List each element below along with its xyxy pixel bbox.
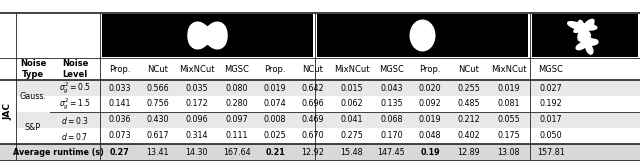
Text: 167.64: 167.64 [223,148,250,157]
Text: 0.036: 0.036 [109,115,131,124]
Text: 0.170: 0.170 [380,132,403,141]
Text: Noise
Type: Noise Type [20,59,46,79]
Text: $d = 0.3$: $d = 0.3$ [61,114,89,126]
Text: 0.469: 0.469 [301,115,324,124]
Text: 0.019: 0.019 [419,115,442,124]
Text: 0.192: 0.192 [540,99,563,109]
Text: 0.092: 0.092 [419,99,442,109]
Text: 0.008: 0.008 [264,115,286,124]
Text: 0.048: 0.048 [419,132,441,141]
Bar [16,80,640,96]
Text: 0.025: 0.025 [264,132,286,141]
Text: 0.035: 0.035 [185,84,208,93]
Text: MixNCut: MixNCut [333,65,369,74]
Text: Prop.: Prop. [109,65,131,74]
Bar [102,14,313,57]
Text: Noise
Level: Noise Level [62,59,88,79]
Text: 0.566: 0.566 [146,84,169,93]
Text: 0.111: 0.111 [225,132,248,141]
Text: 15.48: 15.48 [340,148,363,157]
Text: 0.402: 0.402 [457,132,480,141]
Text: Prop.: Prop. [419,65,441,74]
Text: 0.062: 0.062 [340,99,363,109]
Bar [16,112,640,128]
Text: NCut: NCut [458,65,479,74]
Text: 0.135: 0.135 [380,99,403,109]
Text: 0.015: 0.015 [340,84,363,93]
Text: 0.141: 0.141 [109,99,131,109]
Bar [532,14,638,57]
Text: Average runtime (s): Average runtime (s) [13,148,104,157]
Text: $\sigma^2_g = 1.5$: $\sigma^2_g = 1.5$ [59,96,91,112]
Text: MixNCut: MixNCut [491,65,526,74]
Text: 0.068: 0.068 [380,115,403,124]
Text: 0.073: 0.073 [109,132,131,141]
Text: 0.020: 0.020 [419,84,442,93]
Text: 0.033: 0.033 [109,84,131,93]
Text: 0.280: 0.280 [225,99,248,109]
Text: S&P: S&P [25,123,41,133]
Text: 12.92: 12.92 [301,148,324,157]
Ellipse shape [410,19,435,52]
Text: 0.696: 0.696 [301,99,324,109]
Text: 13.41: 13.41 [147,148,169,157]
Text: 0.19: 0.19 [420,148,440,157]
Text: 0.275: 0.275 [340,132,363,141]
Text: 0.255: 0.255 [457,84,480,93]
Text: 0.096: 0.096 [185,115,208,124]
Text: 0.642: 0.642 [301,84,324,93]
Text: MGSC: MGSC [379,65,404,74]
Text: 0.430: 0.430 [147,115,169,124]
Text: $d = 0.7$: $d = 0.7$ [61,131,88,142]
Text: 0.27: 0.27 [110,148,130,157]
Text: 0.670: 0.670 [301,132,324,141]
Text: MGSC: MGSC [539,65,563,74]
Text: 0.172: 0.172 [185,99,208,109]
Text: 157.81: 157.81 [537,148,565,157]
Text: 0.041: 0.041 [340,115,363,124]
Text: 0.050: 0.050 [540,132,563,141]
Text: 14.30: 14.30 [185,148,208,157]
Bar [317,14,528,57]
Text: MixNCut: MixNCut [179,65,214,74]
Text: 0.175: 0.175 [497,132,520,141]
Polygon shape [576,36,598,54]
Text: MGSC: MGSC [224,65,249,74]
Text: JAC: JAC [3,104,13,120]
Text: Gauss.: Gauss. [19,91,47,100]
Text: 12.89: 12.89 [457,148,480,157]
Text: 0.485: 0.485 [457,99,480,109]
Text: 0.097: 0.097 [225,115,248,124]
Text: 0.055: 0.055 [497,115,520,124]
Text: 0.019: 0.019 [497,84,520,93]
Text: 0.017: 0.017 [540,115,563,124]
Text: 0.081: 0.081 [497,99,520,109]
Text: 0.617: 0.617 [146,132,169,141]
Polygon shape [568,19,597,41]
Text: Prop.: Prop. [264,65,285,74]
Bar [0,144,640,161]
Text: NCut: NCut [302,65,323,74]
Text: $\sigma^2_g = 0.5$: $\sigma^2_g = 0.5$ [59,80,91,96]
Text: 0.043: 0.043 [380,84,403,93]
Text: 0.074: 0.074 [264,99,286,109]
Text: 0.314: 0.314 [185,132,208,141]
Text: 0.019: 0.019 [264,84,286,93]
Text: NCut: NCut [147,65,168,74]
Text: 0.756: 0.756 [146,99,169,109]
Text: 0.080: 0.080 [225,84,248,93]
Text: 0.027: 0.027 [540,84,563,93]
Text: 0.212: 0.212 [457,115,480,124]
Text: 13.08: 13.08 [497,148,520,157]
Text: 147.45: 147.45 [378,148,405,157]
Text: 0.21: 0.21 [265,148,285,157]
